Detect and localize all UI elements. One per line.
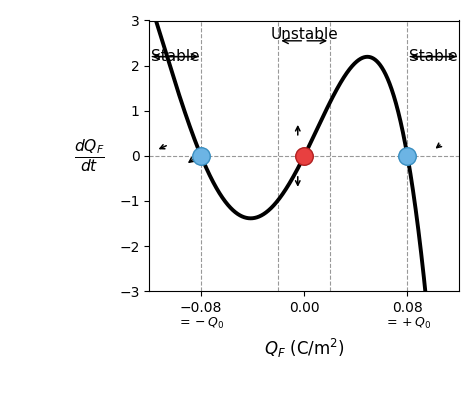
Text: Unstable: Unstable	[270, 26, 338, 41]
Text: $\frac{dQ_F}{dt}$: $\frac{dQ_F}{dt}$	[73, 137, 104, 175]
Text: Stable: Stable	[151, 49, 200, 64]
Text: Stable: Stable	[409, 49, 457, 64]
X-axis label: $Q_F$ (C/m$^2$): $Q_F$ (C/m$^2$)	[264, 337, 345, 360]
Text: $=+Q_0$: $=+Q_0$	[383, 316, 431, 331]
Point	[301, 153, 308, 159]
Point	[197, 153, 205, 159]
Text: $=-Q_0$: $=-Q_0$	[177, 316, 225, 331]
Point	[404, 153, 411, 159]
